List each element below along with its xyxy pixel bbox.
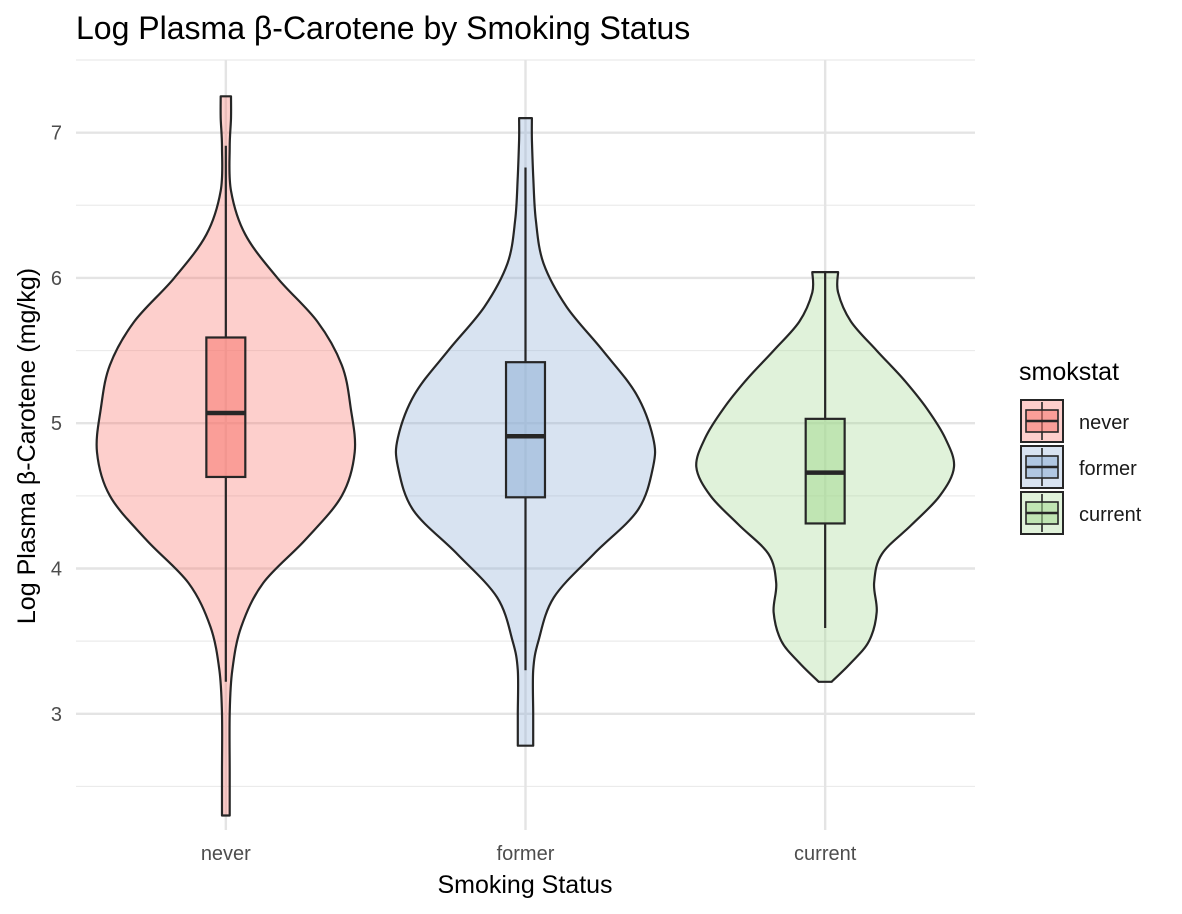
y-tick-label: 4 [51, 558, 62, 580]
x-axis-ticks: never former current [201, 843, 857, 865]
legend-label-never: never [1079, 412, 1129, 434]
y-tick-label: 3 [51, 704, 62, 726]
x-tick-label: current [794, 843, 857, 865]
x-axis-title: Smoking Status [437, 871, 612, 899]
x-tick-label: never [201, 843, 251, 865]
legend-title: smokstat [1019, 358, 1119, 386]
chart-title: Log Plasma β-Carotene by Smoking Status [76, 10, 690, 46]
legend-key-former [1020, 445, 1064, 489]
legend: smokstat never former current [1019, 358, 1142, 535]
y-tick-label: 6 [51, 268, 62, 290]
y-tick-label: 5 [51, 413, 62, 435]
y-axis-ticks: 3 4 5 6 7 [51, 123, 62, 726]
box-former [504, 361, 547, 499]
violin-layer [95, 95, 956, 817]
legend-key-never [1020, 399, 1064, 443]
x-tick-label: former [497, 843, 555, 865]
y-axis-title: Log Plasma β-Carotene (mg/kg) [13, 268, 41, 624]
legend-key-current [1020, 491, 1064, 535]
y-tick-label: 7 [51, 123, 62, 145]
box-never [205, 336, 247, 479]
legend-label-current: current [1079, 504, 1142, 526]
legend-label-former: former [1079, 458, 1137, 480]
